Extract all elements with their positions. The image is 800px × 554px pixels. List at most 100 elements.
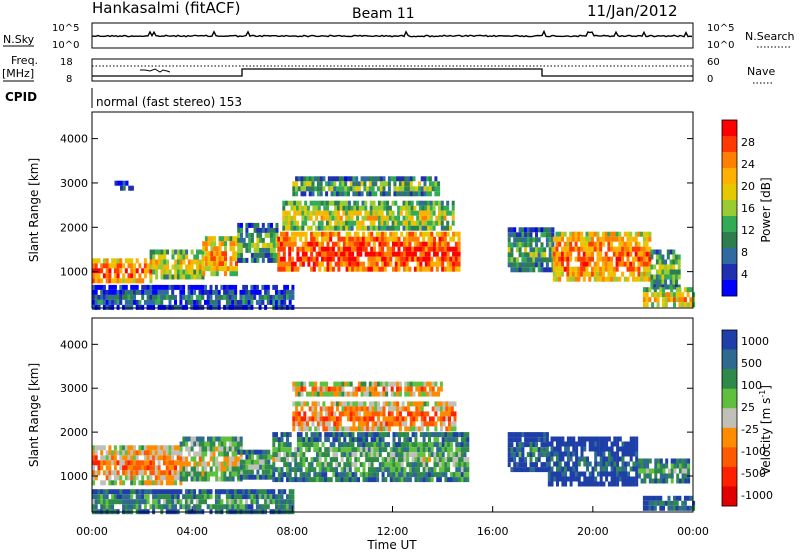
data-cell [130,258,134,264]
data-cell [358,220,362,226]
data-cell [621,236,625,242]
data-cell [418,191,421,197]
data-cell [311,181,315,187]
data-cell [444,477,448,483]
data-cell [261,504,265,510]
data-cell [141,294,145,300]
data-cell [226,436,230,442]
data-cell [272,447,276,453]
data-cell [411,472,415,478]
data-cell [621,251,625,257]
data-cell [409,181,413,187]
data-cell [226,451,230,457]
data-cell [102,494,106,500]
data-cell [323,200,327,206]
data-cell [580,246,584,252]
data-cell [543,467,547,473]
data-cell [248,232,252,238]
data-cell [285,261,289,267]
data-cell [100,504,104,510]
data-cell [515,452,519,458]
data-cell [548,227,552,233]
data-cell [635,436,639,442]
data-cell [182,289,186,295]
data-cell [566,241,570,247]
data-cell [653,279,657,285]
data-cell [352,426,356,432]
data-cell [288,266,292,272]
data-cell [513,227,517,233]
data-cell [602,446,606,452]
data-cell [209,299,213,305]
data-cell [659,458,663,464]
data-cell [377,215,381,221]
data-cell [325,416,329,422]
data-cell [333,426,337,432]
data-cell [406,462,410,468]
data-cell [206,504,210,510]
data-cell [215,471,219,477]
data-cell [414,442,418,448]
data-cell [198,289,202,295]
data-cell [313,477,317,483]
data-cell [434,381,438,387]
data-cell [336,391,339,397]
data-cell [242,474,246,480]
data-cell [403,251,406,257]
data-cell [326,432,330,438]
data-cell [267,459,271,465]
data-cell [297,411,301,417]
data-cell [670,292,674,298]
data-cell [431,406,435,412]
data-cell [119,263,123,269]
data-cell [334,241,338,247]
data-cell [337,231,341,237]
data-cell [637,468,641,474]
data-cell [654,473,658,479]
data-cell [331,215,335,221]
data-cell [119,499,123,505]
data-cell [359,452,363,458]
data-cell [529,237,533,243]
data-cell [337,462,341,468]
data-cell [577,481,581,487]
data-cell [198,471,202,477]
data-cell [677,269,681,275]
data-cell [321,236,324,242]
data-cell [220,451,224,457]
data-cell [201,284,205,290]
data-cell [297,186,301,192]
data-cell [133,278,136,284]
data-cell [558,236,562,242]
data-cell [424,241,428,247]
data-cell [277,261,281,267]
data-cell [337,256,341,262]
data-cell [657,463,660,469]
data-cell [198,499,202,505]
data-cell [419,231,423,237]
data-cell [330,426,334,432]
data-cell [532,437,536,443]
data-cell [250,299,254,305]
data-cell [405,246,409,252]
data-cell [275,432,278,438]
data-cell [373,432,377,438]
data-cell [127,475,131,481]
data-cell [411,231,415,237]
data-cell [228,466,232,472]
data-cell [377,426,380,432]
data-cell [333,381,337,387]
data-cell [675,269,678,275]
data-cell [122,504,126,510]
data-cell [124,450,128,456]
data-cell [518,452,522,458]
data-cell [225,299,229,305]
data-cell [198,476,202,482]
data-cell [237,456,240,462]
data-cell [105,489,109,495]
data-cell [665,458,669,464]
data-cell [678,505,682,511]
data-cell [396,401,400,407]
data-cell [591,241,594,247]
data-cell [382,191,386,197]
